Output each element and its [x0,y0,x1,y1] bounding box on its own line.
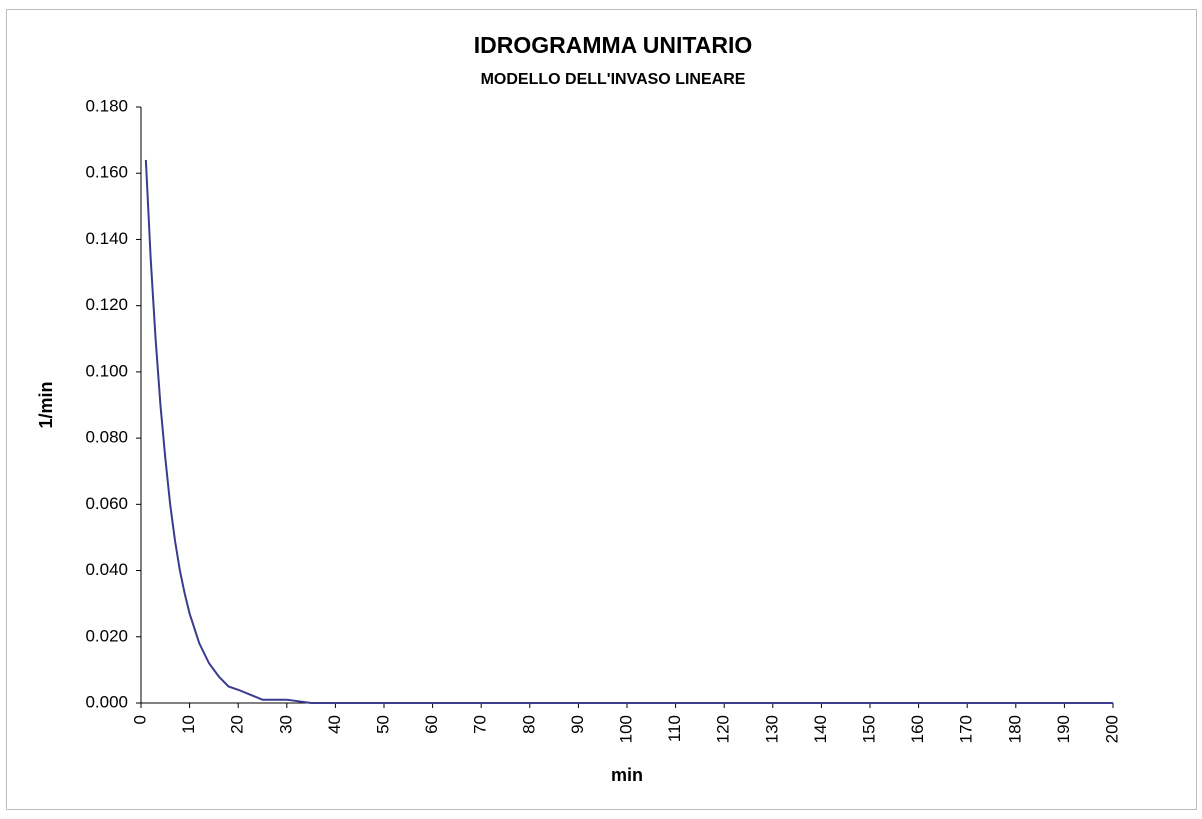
y-tick-label: 0.080 [85,428,128,447]
y-tick-label: 0.000 [85,692,128,711]
y-tick-label: 0.020 [85,626,128,645]
x-tick-label: 10 [179,715,198,734]
x-tick-label: 60 [422,715,441,734]
x-tick-label: 40 [325,715,344,734]
y-axis-label: 1/min [36,381,56,428]
x-tick-label: 30 [276,715,295,734]
x-tick-label: 170 [957,715,976,743]
chart-subtitle: MODELLO DELL'INVASO LINEARE [481,71,746,88]
y-tick-label: 0.180 [85,96,128,115]
x-tick-label: 130 [762,715,781,743]
chart-title: IDROGRAMMA UNITARIO [474,32,753,58]
x-tick-label: 190 [1054,715,1073,743]
y-tick-label: 0.040 [85,560,128,579]
y-tick-label: 0.060 [85,494,128,513]
chart-frame [6,9,1197,810]
y-tick-label: 0.120 [85,295,128,314]
x-tick-label: 50 [373,715,392,734]
x-tick-label: 140 [811,715,830,743]
x-tick-label: 20 [228,715,247,734]
y-tick-label: 0.140 [85,229,128,248]
x-tick-label: 120 [714,715,733,743]
x-tick-label: 80 [519,715,538,734]
x-tick-label: 100 [616,715,635,743]
x-tick-label: 110 [665,715,684,742]
x-tick-label: 200 [1102,715,1121,743]
x-tick-label: 150 [859,715,878,743]
x-tick-label: 0 [130,715,149,724]
x-axis-label: min [611,765,643,785]
y-tick-label: 0.160 [85,163,128,182]
x-tick-label: 70 [471,715,490,734]
x-tick-label: 90 [568,715,587,734]
data-line [144,159,1113,704]
y-tick-label: 0.100 [85,361,128,380]
x-tick-label: 160 [908,715,927,743]
x-tick-label: 180 [1005,715,1024,743]
